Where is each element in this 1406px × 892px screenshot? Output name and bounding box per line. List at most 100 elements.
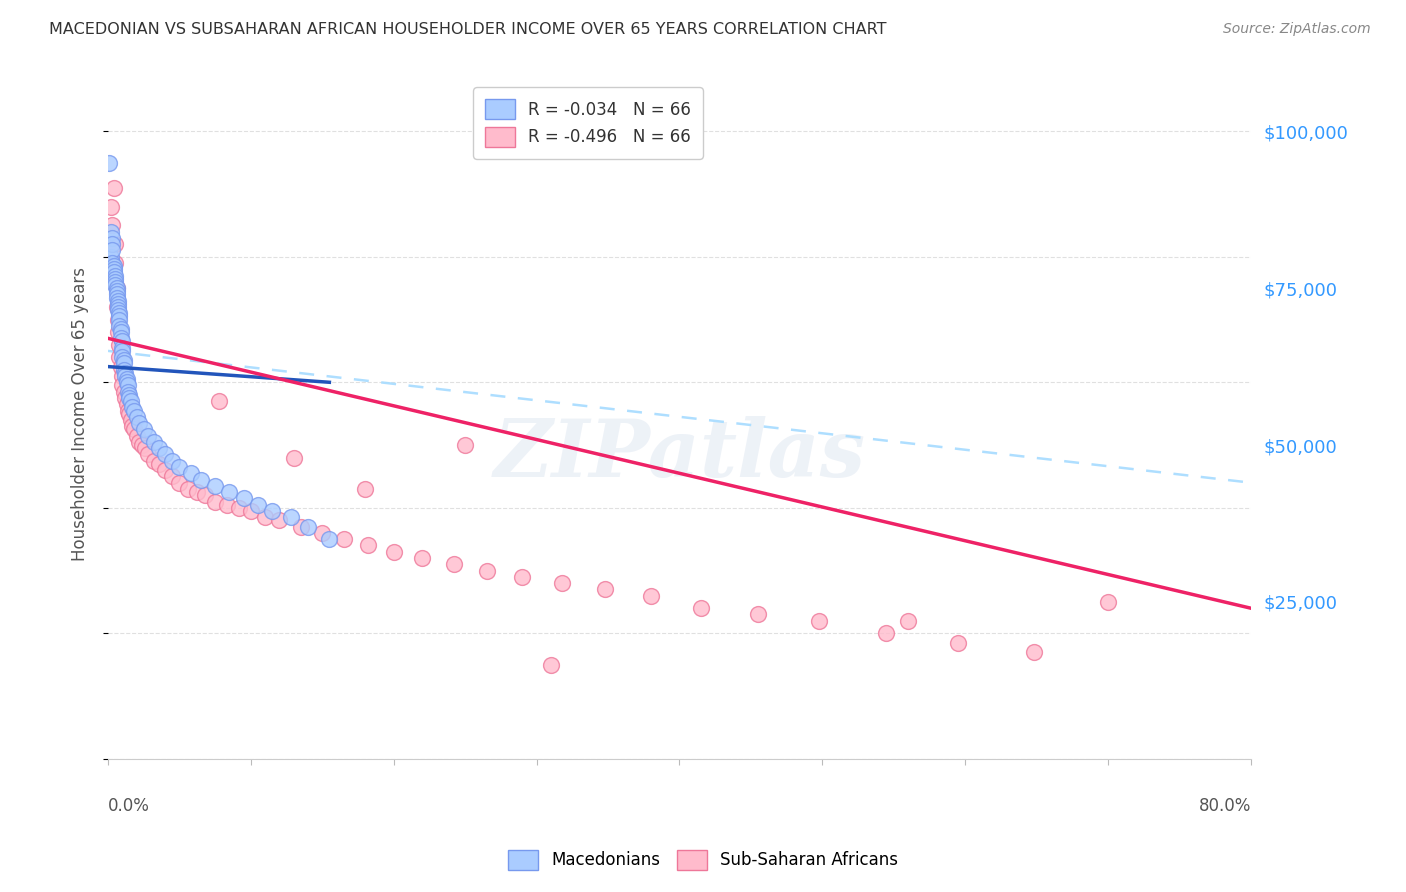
Point [108, 310, 131, 324]
Point [101, 237, 124, 252]
Point [551, 576, 574, 591]
Point [108, 312, 131, 326]
Point [111, 350, 134, 364]
Point [118, 388, 141, 402]
Point [110, 322, 132, 336]
Point [107, 293, 129, 308]
Point [262, 504, 284, 518]
Point [105, 287, 128, 301]
Point [280, 510, 302, 524]
Point [239, 504, 262, 518]
Point [232, 491, 254, 506]
Point [1022, 645, 1045, 659]
Point [118, 407, 141, 421]
Point [354, 482, 377, 496]
Point [382, 545, 405, 559]
Point [153, 447, 176, 461]
Point [107, 325, 129, 339]
Point [114, 391, 136, 405]
Point [134, 441, 156, 455]
Point [111, 378, 134, 392]
Point [897, 614, 920, 628]
Point [112, 384, 135, 399]
Point [190, 473, 212, 487]
Point [283, 450, 305, 465]
Point [153, 463, 176, 477]
Point [297, 519, 319, 533]
Point [117, 403, 139, 417]
Point [142, 434, 165, 449]
Point [269, 513, 291, 527]
Point [117, 378, 139, 392]
Point [204, 494, 226, 508]
Point [112, 353, 135, 368]
Point [115, 376, 138, 390]
Point [105, 281, 128, 295]
Point [246, 498, 269, 512]
Point [108, 350, 131, 364]
Point [110, 331, 132, 345]
Point [98, 155, 121, 169]
Point [254, 510, 277, 524]
Point [162, 469, 184, 483]
Point [115, 372, 138, 386]
Point [103, 180, 125, 194]
Point [475, 564, 498, 578]
Text: MACEDONIAN VS SUBSAHARAN AFRICAN HOUSEHOLDER INCOME OVER 65 YEARS CORRELATION CH: MACEDONIAN VS SUBSAHARAN AFRICAN HOUSEHO… [49, 22, 887, 37]
Point [101, 256, 124, 270]
Point [108, 318, 131, 333]
Point [122, 422, 145, 436]
Point [104, 256, 127, 270]
Point [115, 397, 138, 411]
Point [1097, 595, 1119, 609]
Point [128, 416, 150, 430]
Point [110, 325, 132, 339]
Point [114, 366, 136, 380]
Legend: R = -0.034   N = 66, R = -0.496   N = 66: R = -0.034 N = 66, R = -0.496 N = 66 [474, 87, 703, 159]
Point [169, 475, 191, 490]
Point [454, 438, 477, 452]
Point [228, 500, 250, 515]
Point [103, 259, 125, 273]
Text: 0.0%: 0.0% [108, 797, 150, 814]
Point [111, 369, 134, 384]
Point [112, 362, 135, 376]
Point [136, 447, 159, 461]
Point [357, 538, 380, 552]
Point [311, 525, 333, 540]
Text: Source: ZipAtlas.com: Source: ZipAtlas.com [1223, 22, 1371, 37]
Point [108, 337, 131, 351]
Point [180, 467, 202, 481]
Point [808, 614, 831, 628]
Point [593, 582, 616, 597]
Point [104, 268, 127, 283]
Point [208, 394, 231, 409]
Point [120, 413, 142, 427]
Point [121, 401, 143, 415]
Text: 80.0%: 80.0% [1198, 797, 1251, 814]
Y-axis label: Householder Income Over 65 years: Householder Income Over 65 years [72, 267, 89, 561]
Point [131, 438, 153, 452]
Point [111, 343, 134, 358]
Point [103, 265, 125, 279]
Point [112, 356, 135, 370]
Point [215, 498, 238, 512]
Point [104, 275, 127, 289]
Point [100, 225, 122, 239]
Point [136, 428, 159, 442]
Point [107, 297, 129, 311]
Point [946, 636, 969, 650]
Point [177, 482, 200, 496]
Point [107, 300, 129, 314]
Point [101, 231, 124, 245]
Point [332, 532, 354, 546]
Point [108, 306, 131, 320]
Point [100, 250, 122, 264]
Point [318, 532, 340, 546]
Point [121, 419, 143, 434]
Point [443, 558, 465, 572]
Point [125, 409, 148, 424]
Point [111, 341, 134, 355]
Point [162, 453, 184, 467]
Point [105, 291, 128, 305]
